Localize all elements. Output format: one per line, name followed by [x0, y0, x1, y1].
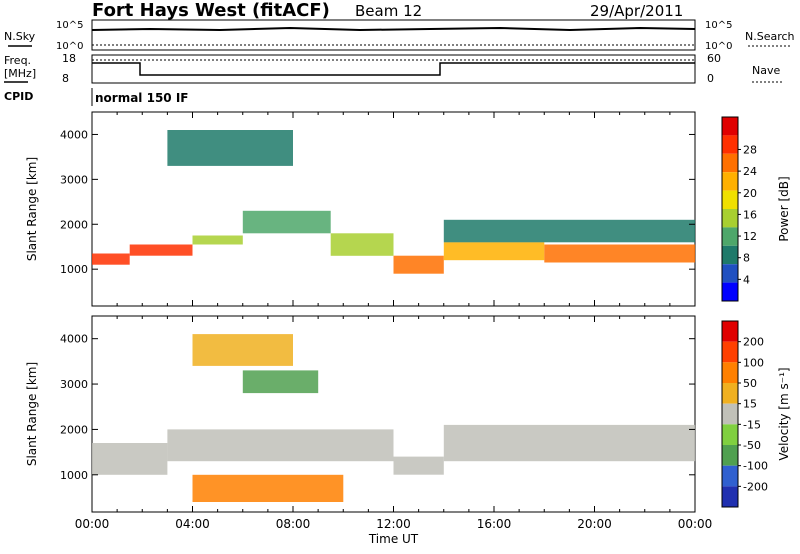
data-band-0: [92, 443, 168, 475]
x-tick-label: 00:00: [678, 517, 713, 531]
data-band-1: [129, 244, 193, 256]
colorbar-tick-label: 24: [743, 165, 757, 178]
colorbar-tick-label: 12: [743, 230, 757, 243]
colorbar-tick-label: 28: [743, 143, 757, 156]
y-tick-label: 2000: [60, 218, 88, 231]
colorbar-tick-label: -50: [743, 439, 761, 452]
colorbar-frame: [721, 320, 739, 508]
colorbar-segment: [722, 209, 738, 228]
y-tick-label: 2000: [60, 423, 88, 436]
data-band-5: [393, 255, 444, 274]
x-tick-label: 20:00: [577, 517, 612, 531]
noise-tick-low-left: 10^0: [56, 41, 83, 52]
colorbar-tick-label: 100: [743, 356, 764, 369]
nave-tick-low: 0: [707, 72, 714, 85]
colorbar-tick-label: 16: [743, 208, 757, 221]
colorbar-segment: [722, 227, 738, 246]
station-title: Fort Hays West (fitACF): [92, 0, 330, 21]
colorbar-segment: [722, 153, 738, 173]
y-axis-label: Slant Range [km]: [25, 362, 39, 466]
x-tick-label: 08:00: [276, 517, 311, 531]
freq-panel-frame: [91, 54, 696, 84]
colorbar-tick-label: 200: [743, 336, 764, 349]
y-tick-label: 4000: [60, 333, 88, 346]
data-band-4: [192, 334, 293, 366]
x-tick-label: 12:00: [376, 517, 411, 531]
colorbar-tick-label: -100: [743, 460, 768, 473]
y-tick-label: 4000: [60, 128, 88, 141]
y-tick-label: 1000: [60, 263, 88, 276]
colorbar-segment: [722, 264, 738, 283]
data-band-3: [242, 210, 331, 234]
data-band-3: [443, 424, 696, 462]
cpid-value: normal 150 IF: [95, 91, 189, 105]
colorbar-tick-label: 4: [743, 273, 750, 286]
data-band-0: [92, 253, 130, 265]
colorbar-segment: [722, 135, 738, 154]
velocity-panel: 1000 2000 3000 4000 Slant Range [km] 00:00 04:…: [25, 315, 791, 546]
colorbar-tick-label: -15: [743, 418, 761, 431]
nave-label: Nave: [752, 64, 780, 77]
x-axis-label: Time UT: [368, 532, 419, 546]
colorbar-tick-label: 50: [743, 377, 757, 390]
y-tick-label: 1000: [60, 469, 88, 482]
data-band-7: [443, 242, 545, 261]
noise-panel-frame: [91, 19, 696, 51]
colorbar-segment: [722, 486, 738, 507]
x-tick-label: 16:00: [477, 517, 512, 531]
colorbar-segment: [722, 383, 738, 404]
data-band-9: [443, 219, 696, 243]
colorbar-segment: [722, 341, 738, 363]
freq-line: [92, 62, 695, 76]
nsky-line: [91, 26, 696, 32]
y-axis-label: Slant Range [km]: [25, 157, 39, 261]
data-band-2: [393, 456, 444, 475]
nsearch-label: N.Search: [745, 30, 795, 43]
colorbar-label: Velocity [m s⁻¹]: [777, 367, 791, 460]
colorbar-segment: [722, 465, 738, 487]
panel-frame: [91, 315, 696, 513]
colorbar-segment: [722, 117, 738, 136]
beam-title: Beam 12: [355, 2, 422, 20]
colorbar-segment: [722, 321, 738, 342]
colorbar-segment: [722, 362, 738, 383]
data-band-2: [192, 235, 243, 245]
data-band-8: [544, 244, 696, 263]
y-tick-label: 3000: [60, 378, 88, 391]
date-title: 29/Apr/2011: [590, 2, 683, 20]
colorbar-segment: [722, 190, 738, 209]
y-tick-label: 3000: [60, 173, 88, 186]
x-tick-label: 00:00: [75, 517, 110, 531]
data-band-5: [242, 370, 319, 394]
data-band-1: [167, 429, 394, 462]
data-band-6: [192, 474, 344, 502]
colorbar-tick-label: 20: [743, 187, 757, 200]
x-tick-label: 04:00: [175, 517, 210, 531]
nave-tick-high: 60: [707, 52, 721, 65]
colorbar-tick-label: 15: [743, 398, 757, 411]
colorbar-tick-label: 8: [743, 252, 750, 265]
colorbar-frame: [721, 116, 739, 302]
noise-tick-low-right: 10^0: [705, 41, 732, 52]
data-band-6: [167, 130, 293, 166]
colorbar-segment: [722, 245, 738, 265]
colorbar-segment: [722, 282, 738, 301]
colorbar-segment: [722, 424, 738, 445]
colorbar-label: Power [dB]: [777, 176, 791, 241]
noise-tick-high-left: 10^5: [56, 20, 83, 31]
power-panel: 1000 2000 3000 4000 Slant Range [km] 4 8 12 16 20…: [25, 111, 791, 307]
colorbar-segment: [722, 403, 738, 425]
noise-tick-high-right: 10^5: [705, 20, 732, 31]
nsky-label: N.Sky: [4, 30, 36, 43]
freq-tick-low: 8: [62, 72, 69, 85]
colorbar-segment: [722, 445, 738, 466]
freq-tick-high: 18: [62, 52, 76, 65]
colorbar-tick-label: -200: [743, 480, 768, 493]
cpid-label: CPID: [4, 90, 33, 103]
freq-label-line2: [MHz]: [4, 67, 36, 80]
data-band-4: [330, 233, 394, 256]
colorbar-segment: [722, 172, 738, 191]
freq-label-line1: Freq.: [4, 54, 31, 67]
